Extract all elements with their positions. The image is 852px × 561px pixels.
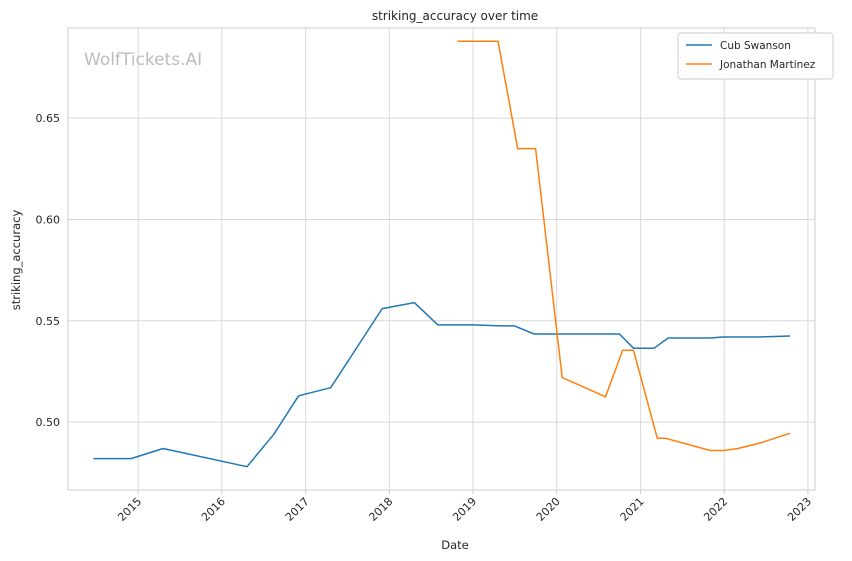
x-tick-label: 2016	[199, 495, 228, 524]
x-tick-label: 2020	[534, 495, 563, 524]
y-tick-label: 0.65	[36, 112, 61, 125]
x-tick-label: 2019	[450, 495, 479, 524]
legend-label-jonathan-martinez: Jonathan Martinez	[719, 59, 816, 71]
watermark-text: WolfTickets.AI	[84, 50, 202, 70]
plot-frame	[67, 27, 816, 491]
y-tick-label: 0.60	[36, 213, 61, 226]
legend-label-cub-swanson: Cub Swanson	[720, 40, 791, 52]
legend-box	[677, 32, 834, 80]
chart-title: striking_accuracy over time	[372, 9, 538, 23]
y-tick-label: 0.50	[36, 416, 61, 429]
series-lines	[93, 40, 791, 468]
x-tick-label: 2017	[283, 495, 312, 524]
legend: Cub Swanson Jonathan Martinez	[677, 32, 834, 80]
x-tick-label: 2021	[618, 495, 647, 524]
x-axis-title: Date	[441, 538, 469, 552]
y-tick-label: 0.55	[36, 315, 61, 328]
y-axis-title: striking_accuracy	[9, 210, 23, 311]
x-tick-label: 2018	[366, 495, 395, 524]
grid	[68, 28, 815, 490]
x-tick-label: 2023	[785, 495, 814, 524]
series-line-jonathan-martinez	[457, 40, 791, 452]
series-line-cub-swanson	[93, 301, 791, 468]
plot-area	[68, 28, 815, 490]
x-tick-label: 2022	[701, 495, 730, 524]
x-tick-label: 2015	[115, 495, 144, 524]
